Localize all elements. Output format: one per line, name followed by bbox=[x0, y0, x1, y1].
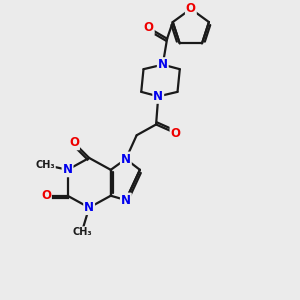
Text: N: N bbox=[121, 194, 131, 207]
Text: N: N bbox=[62, 163, 73, 176]
Text: N: N bbox=[84, 201, 94, 214]
Text: O: O bbox=[41, 189, 51, 202]
Text: O: O bbox=[186, 2, 196, 15]
Text: CH₃: CH₃ bbox=[73, 227, 92, 237]
Text: O: O bbox=[170, 127, 181, 140]
Text: O: O bbox=[144, 21, 154, 34]
Text: O: O bbox=[69, 136, 79, 149]
Text: N: N bbox=[153, 90, 163, 103]
Text: N: N bbox=[121, 152, 131, 166]
Text: CH₃: CH₃ bbox=[35, 160, 55, 170]
Text: N: N bbox=[158, 58, 168, 71]
